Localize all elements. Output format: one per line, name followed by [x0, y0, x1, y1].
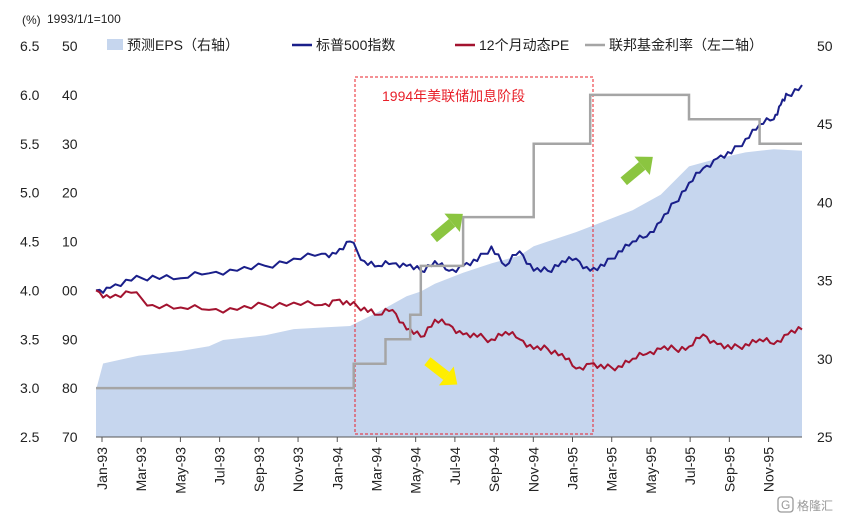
legend-label-2: 12个月动态PE — [479, 37, 569, 53]
x-tick-label: Sep-94 — [486, 447, 502, 492]
left-outer-tick-label: 3.0 — [20, 380, 40, 396]
left-outer-tick-label: 6.5 — [20, 38, 40, 54]
right-tick-label: 40 — [817, 194, 833, 210]
left-inner-tick-label: 20 — [62, 185, 78, 201]
x-tick-label: Jul-95 — [682, 447, 698, 485]
left-outer-tick-label: 5.5 — [20, 136, 40, 152]
left-inner-tick-label: 70 — [62, 429, 78, 445]
left-inner-tick-label: 80 — [62, 380, 78, 396]
x-tick-label: Nov-93 — [290, 447, 306, 492]
left-outer-tick-label: 2.5 — [20, 429, 40, 445]
left-outer-tick-label: 4.5 — [20, 234, 40, 250]
eps-area-layer — [96, 149, 802, 437]
x-tick-label: Mar-93 — [133, 447, 149, 492]
x-tick-label: Nov-95 — [761, 447, 777, 492]
x-tick-label: Jul-93 — [212, 447, 228, 485]
right-tick-label: 45 — [817, 116, 833, 132]
right-tick-label: 50 — [817, 38, 833, 54]
green-arrow-1-icon — [430, 213, 463, 243]
x-tick-label: Jan-94 — [329, 447, 345, 490]
x-tick-label: Sep-93 — [251, 447, 267, 492]
rate-hike-annotation: 1994年美联储加息阶段 — [382, 88, 525, 104]
base-label: 1993/1/1=100 — [47, 12, 121, 26]
x-tick-label: May-94 — [408, 447, 424, 494]
legend-label-3: 联邦基金利率（左二轴） — [609, 37, 763, 53]
left-inner-tick-label: 00 — [62, 282, 78, 298]
left-inner-tick-label: 50 — [62, 38, 78, 54]
series-fed-rate-step — [96, 93, 802, 390]
x-tick-label: May-95 — [643, 447, 659, 494]
x-tick-label: Nov-94 — [525, 447, 541, 492]
green-arrow-2-icon — [620, 156, 653, 186]
series-eps-area — [96, 149, 802, 437]
x-tick-label: Jan-95 — [565, 447, 581, 490]
x-tick-label: Jan-93 — [94, 447, 110, 490]
left-inner-tick-label: 30 — [62, 136, 78, 152]
g-logo-glyph: G — [781, 498, 790, 512]
rate-hike-highlight-box — [354, 76, 594, 435]
x-tick-label: Sep-95 — [721, 447, 737, 492]
series-pe-line — [95, 289, 803, 372]
x-tick-label: Mar-94 — [368, 447, 384, 492]
x-tick-label: Jul-94 — [447, 447, 463, 485]
trend-arrows — [424, 156, 653, 386]
right-tick-label: 25 — [817, 429, 833, 445]
left-outer-tick-label: 3.5 — [20, 331, 40, 347]
right-tick-label: 30 — [817, 351, 833, 367]
left-inner-tick-label: 40 — [62, 87, 78, 103]
left-inner-tick-label: 90 — [62, 331, 78, 347]
legend-label-0: 预测EPS（右轴） — [127, 37, 239, 53]
x-axis-ticks: Jan-93 Mar-93 May-93 Jul-93 Sep-93 Nov-93 Jan-… — [94, 437, 777, 494]
left-outer-tick-label: 4.0 — [20, 282, 40, 298]
series-sp500-line — [95, 84, 803, 294]
right-tick-label: 35 — [817, 273, 833, 289]
left-outer-tick-label: 6.0 — [20, 87, 40, 103]
legend-label-1: 标普500指数 — [316, 37, 395, 53]
watermark-text: 格隆汇 — [797, 498, 833, 513]
watermark: G 格隆汇 — [777, 496, 833, 513]
x-tick-label: May-93 — [172, 447, 188, 494]
yellow-arrow-icon — [424, 357, 458, 386]
legend: 预测EPS（右轴） 标普500指数 12个月动态PE 联邦基金利率（左二轴） — [107, 37, 763, 53]
legend-swatch-eps — [107, 39, 123, 50]
x-tick-label: Mar-95 — [604, 447, 620, 492]
unit-label: (%) — [22, 13, 41, 27]
left-inner-tick-label: 10 — [62, 234, 78, 250]
g-logo-icon — [777, 496, 794, 513]
series-lines-layer — [95, 84, 803, 390]
y-axis-ticks: 6.5 6.0 5.5 5.0 4.5 4.0 3.5 3.0 2.5 50 40 30 20 10 00 9… — [20, 38, 833, 445]
left-outer-tick-label: 5.0 — [20, 185, 40, 201]
